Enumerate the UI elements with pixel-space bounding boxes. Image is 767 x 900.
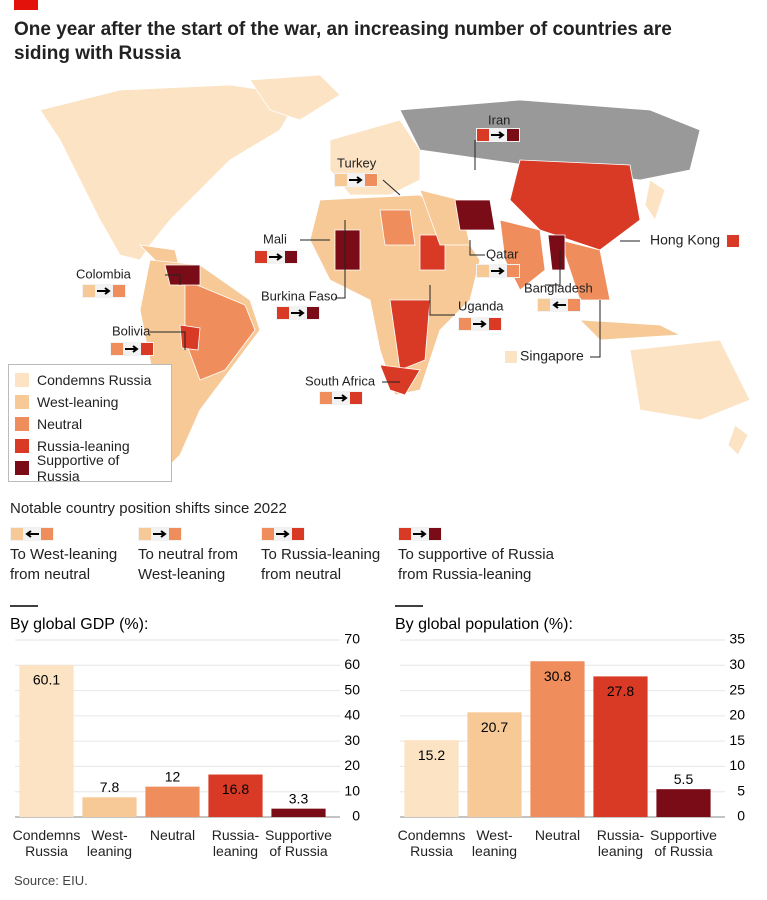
x-tick-label: Neutral [534,827,581,843]
map-label: Bangladesh [524,280,593,295]
value-label: 16.8 [222,781,249,797]
map-label: Bolivia [112,323,151,338]
chart-title: By global population (%): [395,616,573,633]
legend-swatch [15,439,29,453]
bar [208,774,263,817]
shift-icon [398,527,442,541]
y-tick-label: 15 [729,732,745,748]
chart-title: By global GDP (%): [10,616,148,633]
bar [145,786,200,817]
bar [467,712,522,817]
x-tick-label: Russia-leaning [211,827,260,859]
y-tick-label: 30 [344,732,360,748]
value-label: 15.2 [418,747,445,763]
bar [656,789,711,817]
x-tick-label: Russia-leaning [596,827,645,859]
legend-item: Russia-leaning [15,435,165,457]
legend-item: West-leaning [15,391,165,413]
y-tick-label: 60 [344,656,360,672]
x-tick-label: Neutral [149,827,196,843]
y-tick-label: 10 [344,782,360,798]
gdp-chart: By global GDP (%): 0 10 20 30 40 50 60 70 60.1 7.8… [10,605,365,867]
map-label: Singapore [520,348,584,364]
shift-icon [138,527,182,541]
value-label: 3.3 [289,790,309,806]
map-shapes [39,74,751,471]
y-tick-label: 20 [729,707,745,723]
population-chart: By global population (%): 0 5 10 15 20 25 30 35 1… [395,605,750,867]
y-tick-label: 10 [729,757,745,773]
leader-lines [150,140,640,383]
shifts-title: Notable country position shifts since 20… [10,500,287,517]
chart-svg: By global population (%): 0 5 10 15 20 25 30 35 1… [395,605,745,824]
x-tick-label: Supportive of Russia [265,827,332,859]
map-label: Turkey [337,155,377,170]
bar [530,661,585,817]
x-tick-label: Supportive of Russia [650,827,717,859]
title: One year after the start of the war, an … [14,19,672,64]
legend-item: Supportive of Russia [15,452,165,484]
x-tick-label: West-leaning [471,827,518,859]
legend-swatch [15,417,29,431]
bar [82,797,137,817]
map-label: Qatar [486,246,519,261]
value-label: 20.7 [481,719,508,735]
y-tick-label: 0 [737,808,745,824]
legend-swatch [15,461,29,475]
bar [271,808,326,817]
y-tick-label: 30 [729,656,745,672]
y-tick-label: 50 [344,681,360,697]
legend-label: Russia-leaning [37,438,130,454]
value-label: 30.8 [544,668,571,684]
bar [19,665,74,817]
shift-icon [10,527,54,541]
map-label: South Africa [305,373,376,388]
y-tick-label: 25 [729,681,745,697]
shift-icon [261,527,305,541]
x-tick-label: West-leaning [86,827,133,859]
y-tick-label: 70 [344,631,360,647]
map-label: Iran [488,112,510,127]
shift-label: To Russia-leaning from neutral [261,546,381,583]
y-tick-label: 0 [352,808,360,824]
map: Iran Turkey Mali Colombia Bolivia Burkin… [39,74,751,471]
legend-swatch [15,373,29,387]
value-label: 12 [165,768,181,784]
map-label: Colombia [76,266,132,281]
x-tick-label: Condemns Russia [397,827,466,859]
y-tick-label: 20 [344,757,360,773]
map-label: Burkina Faso [261,288,338,303]
legend-item: Condemns Russia [15,369,165,391]
map-label: Uganda [458,298,504,313]
bar [404,740,459,817]
legend-swatch [15,395,29,409]
y-tick-label: 5 [737,782,745,798]
brand-tag [14,0,38,10]
legend-label: Supportive of Russia [36,452,120,484]
map-label: Mali [263,231,287,246]
y-tick-label: 40 [344,707,360,723]
x-tick-label: Condemns Russia [12,827,81,859]
legend: Condemns Russia West-leaning Neutral Russia… [8,364,172,484]
value-label: 27.8 [607,683,634,699]
shift-label: To supportive of Russia from Russia-lean… [398,546,554,583]
map-label: Hong Kong [650,232,720,248]
value-label: 60.1 [33,672,60,688]
value-label: 5.5 [674,771,694,787]
bar [593,676,648,817]
chart-svg: By global GDP (%): 0 10 20 30 40 50 60 70 60.1 7.8… [10,605,360,824]
shift-label: To neutral from West-leaning [138,546,239,583]
legend-label: West-leaning [37,394,119,410]
shift-label: To West-leaning from neutral [10,546,118,583]
value-label: 7.8 [100,779,120,795]
legend-item: Neutral [15,413,165,435]
y-tick-label: 35 [729,631,745,647]
source: Source: EIU. [14,873,88,888]
legend-label: Neutral [37,416,83,432]
legend-label: Condemns Russia [37,372,152,388]
